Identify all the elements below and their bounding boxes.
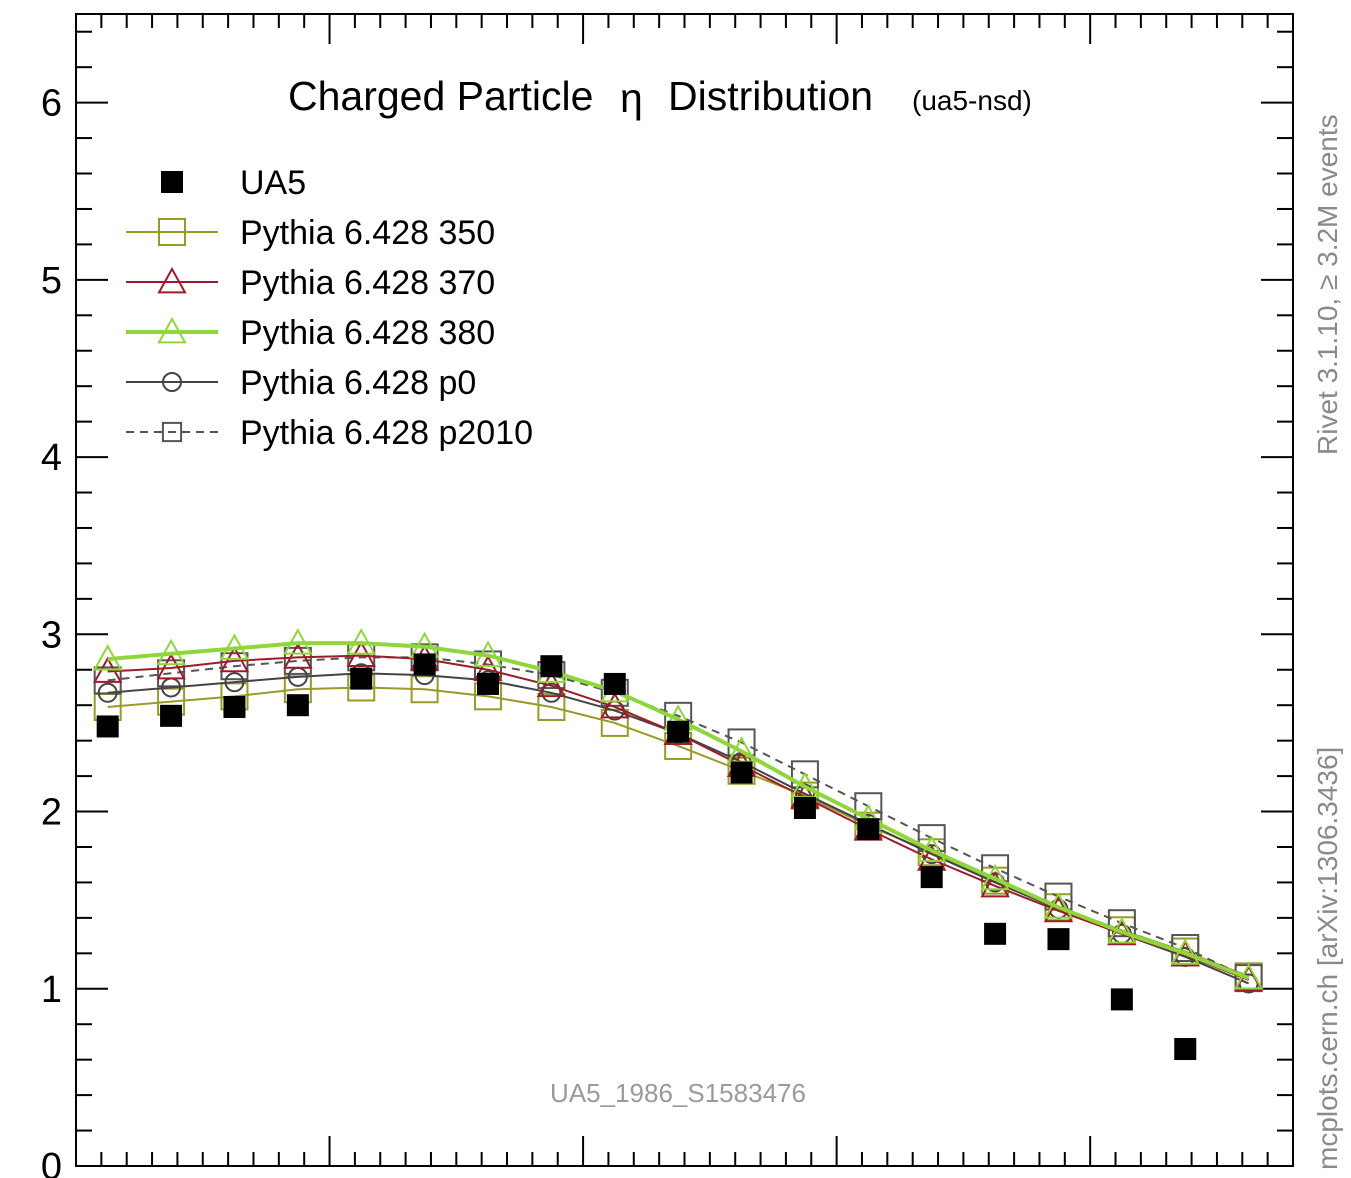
series-pythia-6-428-p2010 (93, 643, 1263, 993)
series-line (107, 654, 1249, 981)
legend-label: Pythia 6.428 p2010 (240, 414, 533, 452)
series-point (537, 692, 566, 721)
data-point (667, 720, 690, 743)
legend-label: Pythia 6.428 370 (240, 264, 495, 302)
legend-item: UA5 (161, 164, 306, 202)
legend-marker (161, 421, 183, 443)
analysis-label: UA5_1986_S1583476 (550, 1078, 806, 1108)
legend-item: Pythia 6.428 380 (126, 314, 495, 352)
data-point (96, 715, 119, 738)
legend-item: Pythia 6.428 370 (126, 264, 495, 302)
y-tick-label: 0 (41, 1146, 62, 1178)
data-point (286, 694, 309, 717)
legend-label: Pythia 6.428 p0 (240, 364, 476, 402)
data-point (477, 672, 500, 695)
chart-subtitle: (ua5-nsd) (912, 85, 1032, 116)
series-point (283, 646, 312, 675)
series-point (1233, 963, 1264, 990)
data-point (1110, 988, 1133, 1011)
legend-item: Pythia 6.428 350 (126, 214, 495, 252)
legend-item: Pythia 6.428 p2010 (126, 414, 533, 452)
chart-text: Charged Particle η Distribution (ua5-nsd… (288, 73, 1343, 1170)
y-tick-label: 5 (41, 260, 62, 302)
legend-label: Pythia 6.428 350 (240, 214, 495, 252)
series-point (283, 642, 313, 669)
series-point (727, 728, 756, 757)
legend: UA5 Pythia 6.428 350 Pythia 6.428 370 Pythi… (126, 164, 533, 452)
series-point (536, 670, 567, 698)
series-point (97, 682, 118, 703)
data-point (413, 653, 436, 676)
series-point (156, 638, 186, 666)
series-point (224, 672, 245, 693)
data-point (223, 695, 246, 718)
series-group (92, 628, 1264, 1061)
data-point (920, 866, 943, 889)
series-point (156, 652, 186, 680)
data-point (1047, 928, 1070, 951)
series-ua5 (96, 653, 1197, 1061)
legend-marker (157, 266, 187, 294)
legend-item: Pythia 6.428 p0 (126, 364, 476, 402)
series-point (1170, 938, 1200, 965)
data-point (603, 672, 626, 695)
data-point (857, 818, 880, 841)
series-pythia-6-428-p0 (97, 663, 1259, 994)
series-point (219, 633, 250, 660)
legend-label: UA5 (240, 164, 306, 202)
legend-marker (158, 218, 186, 246)
series-pythia-6-428-370 (92, 640, 1264, 992)
series-point (157, 659, 186, 688)
data-point (350, 667, 373, 690)
axes: 0 1 2 3 4 5 6 (41, 14, 1294, 1178)
data-point (1174, 1038, 1197, 1061)
series-point (1043, 892, 1074, 919)
chart-title-symbol: η (620, 75, 643, 121)
series-point (980, 870, 1010, 898)
rivet-info: Rivet 3.1.10, ≥ 3.2M events (1312, 114, 1343, 455)
y-tick-label: 6 (41, 83, 62, 125)
series-point (600, 691, 630, 719)
legend-label: Pythia 6.428 380 (240, 314, 495, 352)
legend-marker (161, 171, 183, 193)
chart-title-rest: Distribution (668, 73, 873, 119)
series-point (981, 854, 1010, 883)
mcplots-info: mcplots.cern.ch [arXiv:1306.3436] (1312, 747, 1343, 1170)
series-point (727, 756, 756, 785)
chart-title: Charged Particle (288, 73, 593, 119)
data-point (540, 655, 563, 678)
data-point (160, 704, 183, 727)
series-point (92, 644, 123, 671)
series-point (410, 675, 439, 704)
series-point (917, 835, 947, 862)
data-point (730, 761, 753, 784)
series-point (1107, 909, 1136, 938)
series-point (980, 863, 1010, 891)
series-point (473, 640, 503, 667)
y-tick-label: 1 (41, 969, 62, 1011)
data-point (984, 922, 1007, 945)
series-point (283, 628, 313, 655)
legend-marker (162, 372, 182, 392)
data-point (793, 796, 816, 819)
series-point (346, 628, 376, 655)
series-line (107, 641, 1250, 980)
series-point (220, 652, 249, 681)
series-point (541, 682, 562, 703)
series-pythia-6-428-380 (92, 628, 1264, 990)
y-tick-label: 4 (41, 437, 62, 479)
y-tick-label: 2 (41, 792, 62, 834)
y-tick-label: 3 (41, 614, 62, 656)
series-point (1107, 916, 1137, 944)
legend-marker (157, 316, 187, 344)
